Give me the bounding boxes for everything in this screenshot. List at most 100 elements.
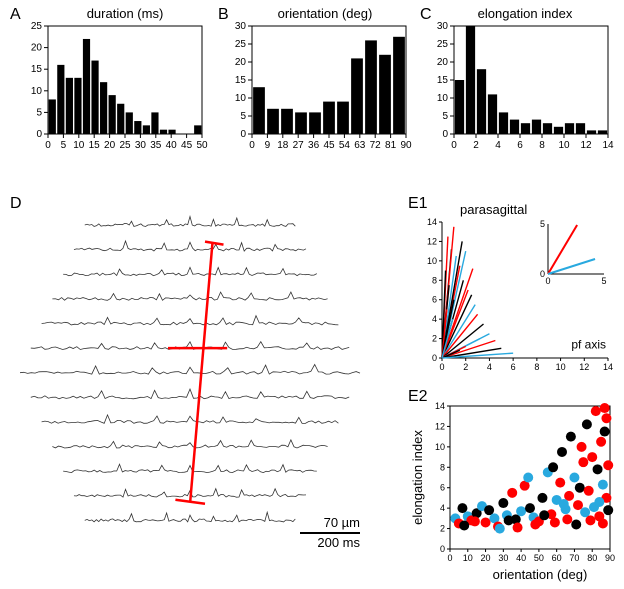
svg-text:10: 10 — [558, 140, 570, 151]
svg-text:15: 15 — [89, 140, 101, 151]
svg-text:50: 50 — [196, 140, 208, 151]
svg-text:0: 0 — [432, 353, 437, 363]
svg-text:2: 2 — [432, 334, 437, 344]
svg-text:54: 54 — [339, 140, 351, 151]
svg-text:45: 45 — [323, 140, 335, 151]
svg-text:90: 90 — [605, 553, 615, 563]
svg-text:0: 0 — [240, 129, 246, 140]
svg-text:14: 14 — [427, 217, 437, 227]
svg-text:70 µm: 70 µm — [324, 515, 360, 530]
svg-text:0: 0 — [45, 140, 51, 151]
svg-text:12: 12 — [427, 236, 437, 246]
svg-text:90: 90 — [400, 140, 412, 151]
panel-a-chart: 051015202505101520253035404550 — [18, 22, 208, 152]
svg-text:4: 4 — [432, 314, 437, 324]
svg-text:10: 10 — [437, 93, 449, 104]
panel-b-chart: 05101520253009182736455463728190 — [222, 22, 412, 152]
svg-text:8: 8 — [539, 140, 545, 151]
svg-text:5: 5 — [61, 140, 67, 151]
svg-text:5: 5 — [442, 111, 448, 122]
svg-text:72: 72 — [370, 140, 382, 151]
svg-text:27: 27 — [293, 140, 305, 151]
svg-text:20: 20 — [481, 553, 491, 563]
svg-text:pf axis: pf axis — [571, 337, 606, 351]
svg-text:10: 10 — [463, 553, 473, 563]
svg-text:70: 70 — [569, 553, 579, 563]
svg-text:2: 2 — [463, 362, 468, 372]
svg-text:15: 15 — [235, 75, 247, 86]
svg-text:2: 2 — [473, 140, 479, 151]
svg-text:30: 30 — [437, 22, 449, 32]
svg-text:elongation index: elongation index — [410, 430, 425, 525]
svg-text:10: 10 — [235, 93, 247, 104]
panel-e2-chart: 0 2 4 6 8 10 12 14 0 10 20 30 40 50 60 70 80 90 orientatio… — [408, 398, 618, 583]
svg-text:36: 36 — [308, 140, 320, 151]
svg-text:12: 12 — [580, 140, 592, 151]
svg-text:parasagittal: parasagittal — [460, 202, 527, 217]
svg-text:14: 14 — [435, 401, 445, 411]
svg-text:25: 25 — [235, 39, 247, 50]
svg-text:10: 10 — [556, 362, 566, 372]
svg-text:0: 0 — [439, 362, 444, 372]
svg-text:0: 0 — [451, 140, 457, 151]
svg-text:14: 14 — [603, 362, 613, 372]
svg-text:25: 25 — [31, 22, 43, 32]
svg-text:0: 0 — [545, 276, 550, 286]
svg-text:0: 0 — [540, 269, 545, 279]
svg-text:60: 60 — [552, 553, 562, 563]
svg-text:6: 6 — [440, 483, 445, 493]
svg-text:10: 10 — [427, 256, 437, 266]
svg-text:30: 30 — [235, 22, 247, 32]
svg-text:5: 5 — [240, 111, 246, 122]
svg-text:6: 6 — [432, 295, 437, 305]
svg-text:5: 5 — [36, 107, 42, 118]
svg-text:8: 8 — [440, 462, 445, 472]
svg-text:63: 63 — [354, 140, 366, 151]
svg-text:200 ms: 200 ms — [317, 535, 360, 550]
svg-text:80: 80 — [587, 553, 597, 563]
svg-text:10: 10 — [73, 140, 85, 151]
svg-text:9: 9 — [265, 140, 271, 151]
svg-text:14: 14 — [602, 140, 614, 151]
panel-b-title: orientation (deg) — [255, 6, 395, 21]
svg-text:18: 18 — [277, 140, 289, 151]
svg-text:0: 0 — [447, 553, 452, 563]
svg-text:0: 0 — [440, 544, 445, 554]
svg-text:6: 6 — [517, 140, 523, 151]
svg-text:30: 30 — [135, 140, 147, 151]
svg-text:4: 4 — [440, 503, 445, 513]
svg-text:8: 8 — [432, 275, 437, 285]
svg-text:4: 4 — [487, 362, 492, 372]
svg-text:5: 5 — [601, 276, 606, 286]
svg-text:20: 20 — [31, 43, 43, 54]
svg-text:orientation (deg): orientation (deg) — [493, 567, 588, 582]
svg-text:12: 12 — [435, 421, 445, 431]
svg-text:15: 15 — [437, 75, 449, 86]
svg-text:40: 40 — [166, 140, 178, 151]
svg-text:2: 2 — [440, 524, 445, 534]
svg-text:25: 25 — [437, 39, 449, 50]
svg-text:6: 6 — [511, 362, 516, 372]
svg-text:40: 40 — [516, 553, 526, 563]
svg-text:10: 10 — [435, 442, 445, 452]
svg-text:0: 0 — [36, 129, 42, 140]
svg-text:0: 0 — [249, 140, 255, 151]
svg-text:35: 35 — [150, 140, 162, 151]
panel-e1-chart: parasagittal0246810121402468101214pf axi… — [408, 200, 618, 380]
svg-text:8: 8 — [534, 362, 539, 372]
svg-text:81: 81 — [385, 140, 397, 151]
panel-c-chart: 0 5 10 15 20 25 30 0 2 4 6 8 10 12 14 — [424, 22, 614, 152]
svg-text:10: 10 — [31, 86, 43, 97]
panel-c-title: elongation index — [455, 6, 595, 21]
svg-text:5: 5 — [540, 219, 545, 229]
svg-text:50: 50 — [534, 553, 544, 563]
svg-text:0: 0 — [442, 129, 448, 140]
svg-text:30: 30 — [498, 553, 508, 563]
panel-a-title: duration (ms) — [55, 6, 195, 21]
svg-text:20: 20 — [437, 57, 449, 68]
svg-text:4: 4 — [495, 140, 501, 151]
svg-text:20: 20 — [235, 57, 247, 68]
svg-text:15: 15 — [31, 64, 43, 75]
svg-text:25: 25 — [119, 140, 131, 151]
panel-d-traces: 70 µm 200 ms — [20, 205, 390, 575]
